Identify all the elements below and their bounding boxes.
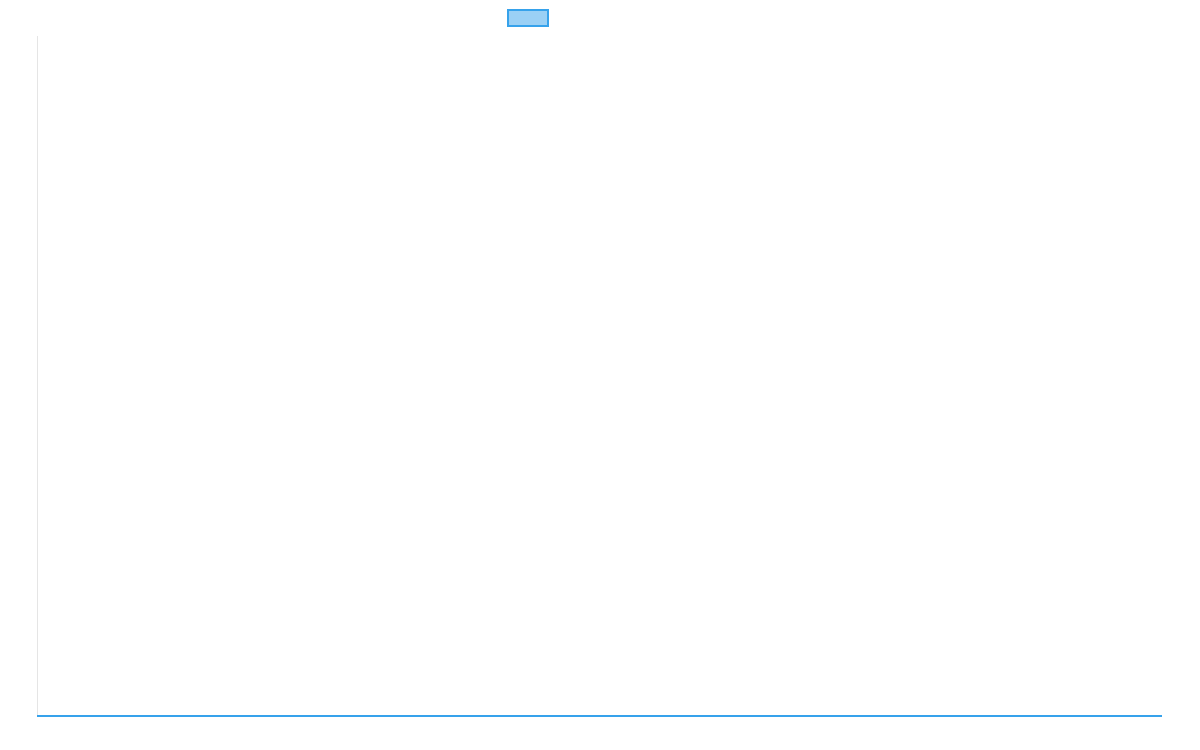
legend-swatch[interactable] [507, 9, 549, 27]
legend[interactable] [507, 9, 549, 27]
